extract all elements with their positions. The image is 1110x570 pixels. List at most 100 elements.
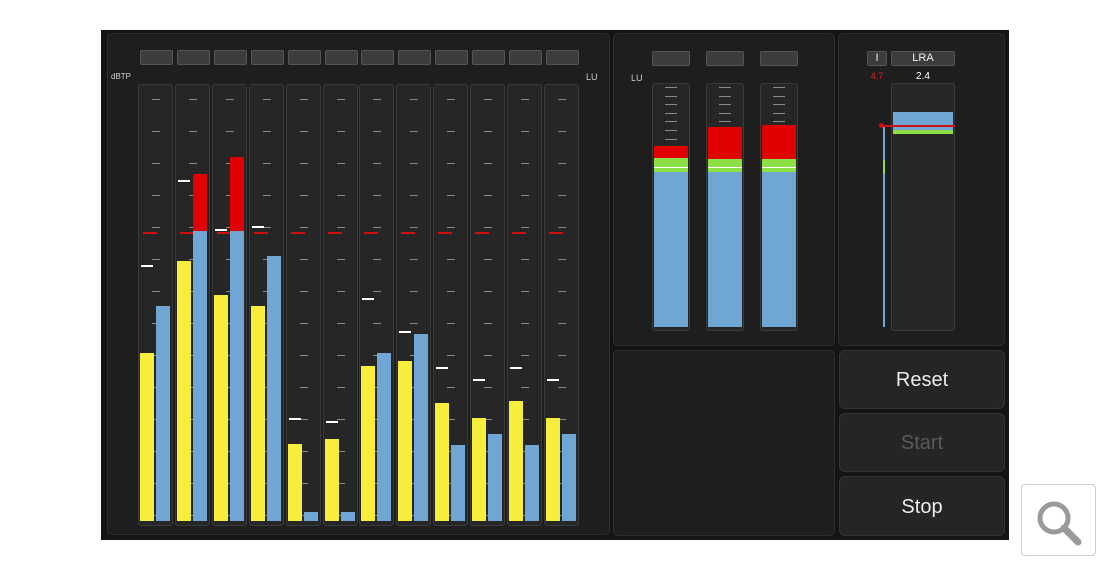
meter-tick [336, 355, 345, 356]
meter-tick [336, 451, 345, 452]
dbtp-unit-label: dBTP [111, 72, 132, 81]
meter-tick [373, 195, 382, 196]
peak-bar-ltr [509, 400, 523, 521]
meter-tick [373, 227, 382, 228]
channel-label-ltr [509, 50, 542, 65]
peak-hold-ltr [510, 367, 522, 370]
meter-tick [447, 163, 456, 164]
lra-range-box [893, 111, 953, 134]
meter-tick [262, 227, 271, 228]
target-band-s [708, 159, 742, 173]
meter-tick [557, 99, 566, 100]
over-bar-r [192, 174, 207, 232]
meter-tick [665, 121, 677, 123]
channel-label-r [176, 50, 210, 65]
reset-button[interactable]: Reset [839, 350, 1005, 409]
meter-tick [773, 87, 785, 88]
over-fill-i [762, 125, 796, 159]
meter-tick [484, 355, 493, 356]
i-readout: 4.7 [870, 71, 884, 81]
channel-meters-panel: dBTP LU [107, 33, 610, 535]
meter-tick [665, 104, 677, 106]
target-band-m [654, 158, 688, 173]
peak-bar-lrs [361, 365, 376, 521]
meter-tick [447, 291, 456, 292]
loudness-bar-ltr [525, 444, 539, 521]
channel-label-ltf [435, 50, 469, 65]
meter-tick [447, 259, 456, 260]
meter-tick [447, 355, 456, 356]
lra-marker-dot [879, 123, 884, 129]
zero-line-s [708, 167, 742, 168]
peak-bar-rtf [472, 418, 487, 521]
over-fill-s [708, 127, 742, 159]
reference-line [143, 231, 157, 234]
peak-hold-rrs [399, 330, 412, 333]
peak-hold-r [177, 179, 190, 182]
meter-tick [447, 227, 456, 228]
peak-bar-r [176, 260, 191, 521]
meter-tick [373, 323, 382, 324]
meter-tick [719, 87, 731, 88]
meter-tick [557, 291, 566, 292]
meter-tick [225, 99, 234, 100]
peak-hold-lss [288, 418, 301, 421]
meter-tick [299, 131, 308, 132]
meter-tick [152, 99, 160, 100]
meter-tick [557, 227, 566, 228]
meter-tick [299, 387, 308, 388]
meter-tick [410, 227, 419, 228]
target-band-i [762, 159, 796, 173]
stop-button[interactable]: Stop [839, 476, 1005, 536]
reference-line [327, 231, 342, 234]
meter-tick [188, 99, 197, 100]
meter-tick [336, 131, 345, 132]
meter-tick [484, 259, 493, 260]
meter-tick [557, 355, 566, 356]
meter-tick [484, 163, 493, 164]
loudness-bar-lrs [377, 353, 392, 521]
loudness-fill-m [654, 172, 688, 327]
channel-label-lfe [250, 50, 284, 65]
meter-tick [152, 259, 160, 260]
channel-label-rrs [398, 50, 432, 65]
peak-hold-l [141, 264, 153, 267]
loudness-bar-rrs [414, 333, 429, 521]
meter-tick [521, 195, 529, 196]
meter-tick [665, 95, 677, 97]
meter-tick [410, 291, 419, 292]
channel-label-lss [287, 50, 321, 65]
meter-tick [719, 121, 731, 123]
peak-hold-rtf [473, 379, 486, 382]
meter-tick [557, 323, 566, 324]
meter-tick [665, 130, 677, 131]
reference-line [475, 231, 490, 234]
meter-tick [447, 323, 456, 324]
zero-line-i [762, 167, 796, 168]
meter-tick [521, 291, 529, 292]
meter-tick [521, 419, 529, 420]
meter-tick [521, 131, 529, 132]
zoom-button[interactable] [1021, 484, 1096, 556]
meter-tick [484, 419, 493, 420]
meter-label-m [652, 51, 690, 66]
loudness-meter-app: dBTP LU LU I LRA 4.7 2.4 Reset Start Sto… [101, 30, 1009, 540]
over-bar-c [229, 157, 244, 232]
meter-tick [773, 104, 785, 106]
peak-bar-rrs [398, 361, 413, 521]
reference-line [216, 231, 231, 234]
meter-tick [299, 483, 308, 484]
loudness-unit-label: LU [631, 73, 643, 83]
meter-tick [410, 163, 419, 164]
meter-tick [299, 355, 308, 356]
meter-tick [410, 131, 419, 132]
meter-tick [373, 291, 382, 292]
meter-tick [188, 131, 197, 132]
loudness-bar-rtr [561, 434, 576, 521]
meter-tick [152, 131, 160, 132]
lra-readout: 2.4 [916, 71, 930, 82]
loudness-bar-rss [340, 512, 355, 521]
start-button[interactable]: Start [839, 413, 1005, 472]
peak-hold-lrs [362, 298, 375, 301]
meter-tick [188, 163, 197, 164]
